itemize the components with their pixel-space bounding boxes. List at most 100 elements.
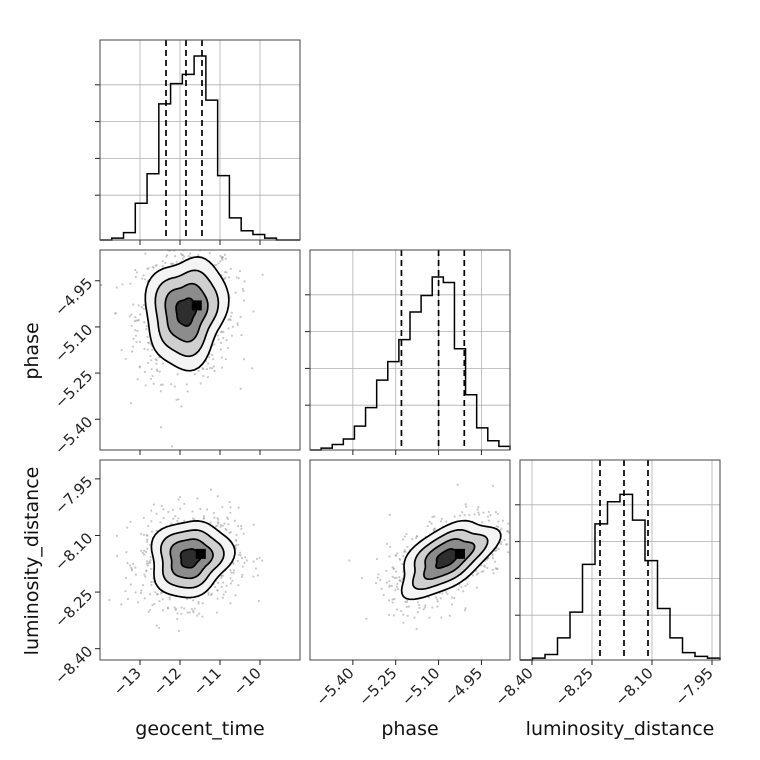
scatter-point <box>464 607 467 610</box>
scatter-point <box>114 312 117 315</box>
scatter-point <box>130 569 134 572</box>
scatter-panel-geocent_time-luminosity_distance <box>99 459 301 661</box>
scatter-point <box>242 532 245 535</box>
panel-content <box>348 483 523 631</box>
scatter-point <box>136 378 139 381</box>
y-axis-label-luminosity-distance: luminosity_distance <box>21 467 43 656</box>
scatter-point <box>140 306 143 309</box>
scatter-point <box>463 513 466 517</box>
scatter-point <box>348 559 351 562</box>
scatter-point <box>227 523 230 526</box>
scatter-point <box>142 307 145 310</box>
scatter-point <box>181 257 185 260</box>
scatter-point <box>221 258 224 261</box>
scatter-point <box>187 255 190 258</box>
scatter-point <box>486 566 489 570</box>
scatter-point <box>229 602 232 605</box>
scatter-point <box>199 382 202 385</box>
scatter-point <box>205 231 207 233</box>
scatter-point <box>252 310 255 313</box>
x-tick-label: −5.25 <box>355 664 400 709</box>
scatter-point <box>415 627 418 631</box>
scatter-point <box>439 597 442 600</box>
scatter-point <box>207 355 211 358</box>
scatter-point <box>143 553 146 556</box>
scatter-point <box>197 600 200 603</box>
scatter-point <box>172 262 175 265</box>
scatter-point <box>100 283 103 287</box>
scatter-point <box>445 590 448 594</box>
scatter-point <box>155 368 158 371</box>
scatter-point <box>147 610 150 613</box>
scatter-point <box>241 573 244 576</box>
scatter-panel-phase-luminosity_distance <box>309 459 523 661</box>
scatter-point <box>394 589 397 592</box>
scatter-point <box>424 604 427 607</box>
scatter-point <box>521 529 523 531</box>
scatter-point <box>142 303 145 307</box>
scatter-point <box>211 367 214 370</box>
scatter-point <box>229 577 232 580</box>
scatter-point <box>130 313 133 316</box>
scatter-point <box>255 557 258 561</box>
scatter-point <box>237 277 240 280</box>
scatter-point <box>161 383 164 386</box>
scatter-point <box>487 519 491 522</box>
scatter-point <box>142 274 145 277</box>
scatter-point <box>143 573 146 576</box>
histogram-panel-phase <box>305 249 511 451</box>
scatter-point <box>135 271 139 274</box>
scatter-point <box>221 505 224 509</box>
scatter-point <box>436 605 439 608</box>
scatter-point <box>230 311 233 314</box>
scatter-point <box>234 594 237 597</box>
scatter-point <box>213 370 216 373</box>
scatter-point <box>162 508 165 511</box>
scatter-point <box>193 373 196 376</box>
scatter-point <box>440 517 443 520</box>
scatter-point <box>143 278 147 281</box>
scatter-point <box>134 573 137 576</box>
scatter-point <box>256 574 259 577</box>
scatter-point <box>226 346 230 349</box>
scatter-point <box>402 555 405 558</box>
scatter-point <box>139 313 142 316</box>
panel-frame <box>519 459 721 661</box>
scatter-point <box>360 577 364 580</box>
scatter-point <box>150 359 153 362</box>
scatter-point <box>242 299 246 302</box>
scatter-point <box>493 560 497 563</box>
scatter-point <box>124 576 128 580</box>
scatter-point <box>220 366 224 369</box>
scatter-point <box>192 609 195 612</box>
scatter-point <box>441 592 444 595</box>
x-tick-label: −8.25 <box>552 664 597 709</box>
scatter-point <box>147 562 150 565</box>
scatter-point <box>162 362 165 365</box>
scatter-point <box>227 327 230 330</box>
scatter-point <box>183 607 186 610</box>
scatter-point <box>202 374 205 378</box>
panel-content <box>100 231 264 448</box>
scatter-point <box>415 536 418 540</box>
scatter-point <box>140 589 143 592</box>
scatter-point <box>501 519 504 522</box>
scatter-point <box>229 569 232 572</box>
scatter-point <box>229 315 233 318</box>
scatter-point <box>152 580 155 583</box>
scatter-point <box>120 349 123 352</box>
scatter-point <box>515 508 517 510</box>
scatter-point <box>166 606 170 609</box>
scatter-point <box>212 365 216 368</box>
scatter-point <box>222 581 225 584</box>
scatter-point <box>389 545 392 549</box>
scatter-point <box>446 592 449 595</box>
scatter-point <box>179 252 183 255</box>
scatter-point <box>135 340 138 344</box>
scatter-point <box>261 273 264 276</box>
scatter-point <box>235 246 237 248</box>
scatter-point <box>132 337 135 340</box>
scatter-point <box>401 577 404 580</box>
scatter-point <box>422 608 425 611</box>
scatter-point <box>226 516 229 519</box>
